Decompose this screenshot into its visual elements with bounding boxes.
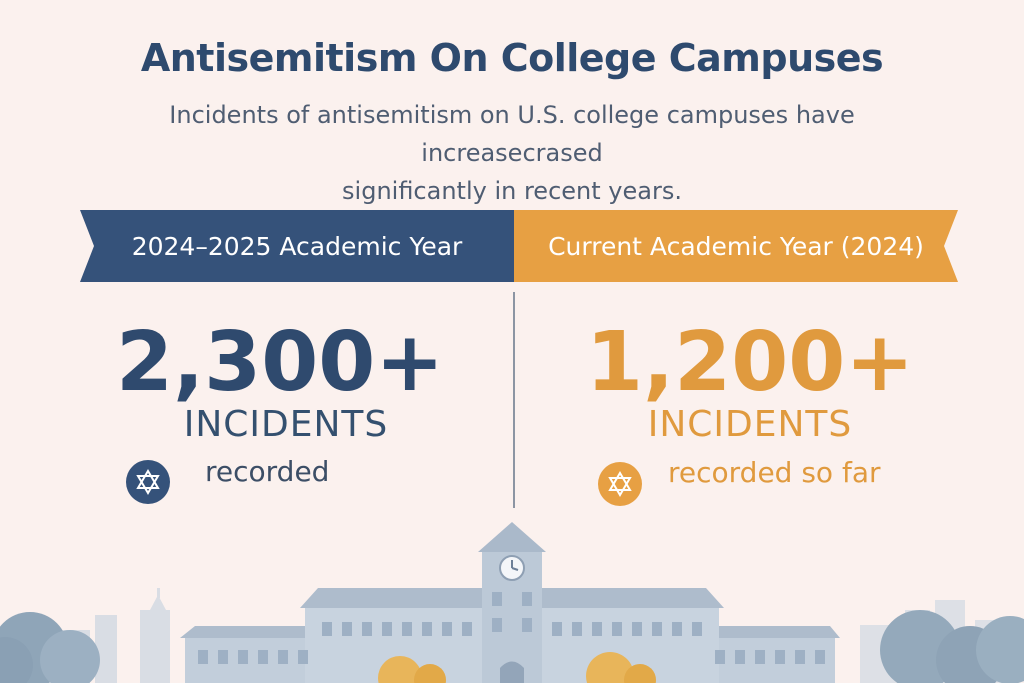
left-recorded-note: recorded	[205, 455, 330, 488]
tree-right	[880, 610, 1024, 683]
star-of-david-icon	[598, 462, 642, 506]
left-incidents-label: INCIDENTS	[183, 404, 389, 445]
page-title: Antisemitism On College Campuses	[140, 36, 884, 80]
campus-building	[180, 522, 840, 683]
subtitle-line-2: significantly in recent years.	[342, 177, 682, 205]
tree-left	[0, 612, 100, 683]
right-incident-count: 1,200+	[585, 315, 915, 410]
left-year-banner: 2024–2025 Academic Year	[80, 210, 514, 282]
right-recorded-note: recorded so far	[668, 456, 881, 489]
campus-illustration	[0, 522, 1024, 683]
right-year-banner: Current Academic Year (2024)	[514, 210, 958, 282]
right-incidents-label: INCIDENTS	[647, 404, 853, 445]
left-incident-count: 2,300+	[115, 315, 445, 410]
page-subtitle: Incidents of antisemitism on U.S. colleg…	[90, 96, 934, 210]
shrubs	[378, 652, 656, 683]
building-windows	[198, 592, 825, 664]
column-divider	[513, 292, 515, 508]
star-of-david-icon	[126, 460, 170, 504]
subtitle-line-1: Incidents of antisemitism on U.S. colleg…	[169, 101, 855, 167]
